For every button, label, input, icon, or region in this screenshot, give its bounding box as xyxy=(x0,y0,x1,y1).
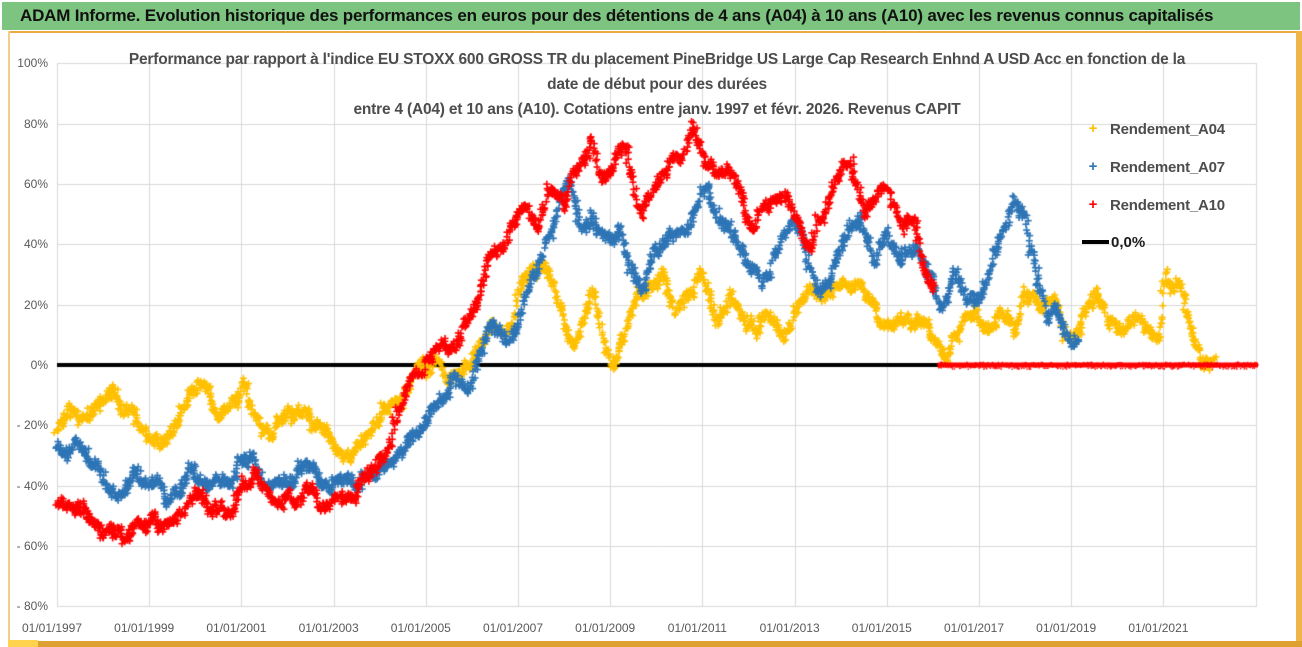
y-axis-tick-label: - 60% xyxy=(16,539,48,553)
chart-resize-handle[interactable] xyxy=(8,640,38,647)
x-axis-tick-label: 01/01/2009 xyxy=(575,621,636,635)
x-axis-tick-label: 01/01/2015 xyxy=(851,621,912,635)
header-title: ADAM Informe. Evolution historique des p… xyxy=(20,6,1214,25)
chart-title-line-2: date de début pour des durées xyxy=(547,76,767,93)
chart-border-top xyxy=(8,31,1301,33)
x-axis-tick-label: 01/01/2007 xyxy=(482,621,544,635)
x-axis-tick-label: 01/01/2021 xyxy=(1128,621,1189,635)
legend-zero-label: 0,0% xyxy=(1111,233,1146,251)
y-axis-tick-label: 20% xyxy=(23,297,48,312)
x-axis-tick-label: 01/01/2017 xyxy=(943,621,1005,635)
legend-entry-rendement_a04[interactable]: + Rendement_A04 xyxy=(1082,118,1226,140)
x-axis-tick-label: 01/01/2003 xyxy=(298,621,359,635)
chart-border-left xyxy=(8,31,10,647)
y-axis-tick-label: 100% xyxy=(17,56,48,71)
y-axis-tick-label: 60% xyxy=(23,176,48,191)
x-axis-tick-label: 01/01/2013 xyxy=(759,621,820,635)
plus-marker-icon: + xyxy=(1088,196,1098,213)
y-axis-tick-label: 40% xyxy=(23,237,48,252)
y-axis-tick-label: 80% xyxy=(23,116,48,131)
chart-legend: + Rendement_A04 + Rendement_A07 + Rendement_A… xyxy=(1082,118,1225,252)
chart-title-line-1: Performance par rapport à l'indice EU ST… xyxy=(128,51,1186,68)
legend-entry-rendement_a10[interactable]: + Rendement_A10 xyxy=(1082,194,1226,216)
y-axis-tick-label: - 40% xyxy=(16,478,48,493)
plus-marker-icon: + xyxy=(1088,120,1098,137)
legend-label: Rendement_A07 xyxy=(1110,158,1225,176)
y-axis-tick-label: - 80% xyxy=(16,599,48,614)
x-axis-tick-label: 01/01/2011 xyxy=(667,621,727,635)
chart-border-right xyxy=(1296,31,1302,647)
x-axis-tick-label: 01/01/2005 xyxy=(390,621,451,635)
chart-border-bottom xyxy=(8,641,1302,647)
legend-entry-rendement_a07[interactable]: + Rendement_A07 xyxy=(1082,156,1226,178)
zero-line-swatch-icon xyxy=(1082,240,1109,244)
y-axis-tick-label: 0% xyxy=(30,358,48,372)
legend-zero-line[interactable]: 0,0% xyxy=(1082,232,1225,252)
x-axis-tick-label: 01/01/1999 xyxy=(114,621,175,635)
legend-label: Rendement_A04 xyxy=(1110,120,1225,138)
header-bar: ADAM Informe. Evolution historique des p… xyxy=(2,2,1300,30)
x-axis-tick-label: 01/01/2019 xyxy=(1036,621,1097,635)
chart-title: Performance par rapport à l'indice EU ST… xyxy=(57,47,1257,122)
chart-title-line-3: entre 4 (A04) et 10 ans (A10). Cotations… xyxy=(353,101,961,118)
x-axis-tick-label: 01/01/2001 xyxy=(206,621,267,635)
y-axis-tick-label: - 20% xyxy=(16,418,48,433)
x-axis-tick-label: 01/01/1997 xyxy=(21,621,83,635)
plus-marker-icon: + xyxy=(1088,158,1098,175)
legend-label: Rendement_A10 xyxy=(1110,196,1225,214)
